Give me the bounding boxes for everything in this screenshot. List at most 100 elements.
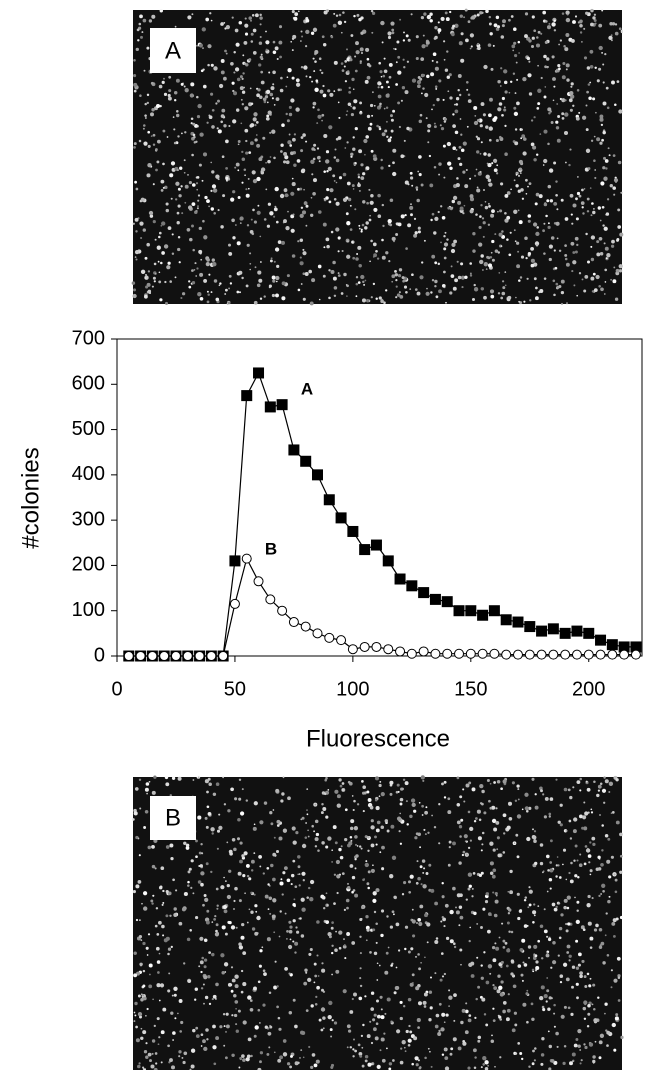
- speckle: [196, 188, 198, 191]
- speckle: [347, 780, 351, 784]
- speckle: [530, 1002, 534, 1006]
- speckle: [316, 954, 319, 957]
- speckle: [593, 928, 598, 932]
- speckle: [400, 99, 403, 102]
- speckle: [590, 276, 595, 281]
- speckle: [549, 839, 553, 843]
- speckle: [218, 825, 223, 831]
- speckle: [599, 117, 604, 122]
- speckle: [225, 25, 230, 30]
- speckle: [397, 949, 401, 952]
- speckle: [425, 117, 428, 120]
- speckle: [169, 173, 174, 178]
- speckle: [393, 913, 395, 916]
- speckle: [567, 788, 571, 792]
- speckle: [543, 252, 546, 255]
- speckle: [211, 998, 214, 1001]
- speckle: [591, 836, 596, 841]
- speckle: [517, 209, 520, 212]
- speckle: [337, 236, 341, 240]
- speckle: [521, 938, 526, 943]
- speckle: [249, 141, 254, 146]
- speckle: [421, 859, 426, 863]
- speckle: [361, 298, 367, 303]
- speckle: [132, 890, 136, 894]
- speckle: [256, 915, 261, 921]
- speckle: [147, 845, 152, 850]
- speckle: [274, 247, 280, 252]
- speckle: [151, 845, 155, 849]
- speckle: [313, 1063, 318, 1068]
- speckle: [515, 833, 519, 837]
- speckle: [592, 272, 596, 276]
- speckle: [382, 74, 386, 78]
- speckle: [160, 1061, 163, 1064]
- speckle: [397, 70, 402, 75]
- speckle: [383, 1032, 386, 1035]
- speckle: [386, 915, 389, 918]
- speckle: [340, 31, 343, 34]
- speckle: [373, 207, 378, 212]
- speckle: [144, 102, 147, 106]
- speckle: [452, 1037, 457, 1042]
- speckle: [209, 12, 212, 15]
- speckle: [425, 40, 430, 45]
- speckle: [387, 31, 392, 36]
- speckle: [570, 85, 573, 88]
- speckle: [225, 1012, 229, 1016]
- speckle: [504, 284, 507, 287]
- speckle: [265, 116, 270, 121]
- speckle: [548, 815, 551, 818]
- speckle: [569, 193, 574, 198]
- speckle: [190, 1048, 196, 1053]
- speckle: [458, 861, 462, 865]
- speckle: [282, 828, 288, 833]
- speckle: [514, 799, 518, 802]
- speckle: [320, 71, 324, 75]
- speckle: [451, 32, 455, 37]
- speckle: [241, 103, 244, 106]
- speckle: [516, 101, 520, 106]
- speckle: [210, 870, 213, 874]
- speckle: [408, 880, 411, 884]
- speckle: [540, 957, 544, 960]
- speckle: [563, 45, 566, 48]
- speckle: [250, 1054, 253, 1058]
- speckle: [404, 781, 409, 786]
- speckle: [598, 1056, 602, 1060]
- speckle: [417, 832, 422, 837]
- speckle: [323, 170, 326, 173]
- speckle: [471, 895, 474, 898]
- speckle: [502, 19, 506, 24]
- speckle: [590, 22, 594, 27]
- speckle: [239, 811, 245, 816]
- speckle: [171, 233, 174, 236]
- speckle: [362, 810, 365, 813]
- speckle: [369, 103, 374, 108]
- speckle: [239, 841, 243, 845]
- speckle: [555, 221, 560, 226]
- speckle: [480, 287, 485, 291]
- speckle: [337, 250, 340, 253]
- speckle: [549, 199, 554, 203]
- speckle: [590, 214, 593, 217]
- speckle: [142, 994, 145, 997]
- speckle: [207, 777, 211, 781]
- speckle: [154, 924, 158, 928]
- speckle: [336, 891, 339, 895]
- speckle: [401, 787, 404, 791]
- speckle: [534, 861, 538, 866]
- speckle: [338, 778, 342, 782]
- speckle: [391, 28, 395, 32]
- speckle: [437, 210, 440, 214]
- speckle: [321, 803, 324, 806]
- speckle: [507, 890, 510, 893]
- speckle: [358, 189, 361, 192]
- speckle: [290, 873, 295, 878]
- speckle: [462, 141, 467, 146]
- speckle: [559, 803, 563, 807]
- speckle: [485, 9, 489, 14]
- speckle: [603, 176, 608, 181]
- speckle: [163, 92, 168, 96]
- speckle: [259, 820, 264, 825]
